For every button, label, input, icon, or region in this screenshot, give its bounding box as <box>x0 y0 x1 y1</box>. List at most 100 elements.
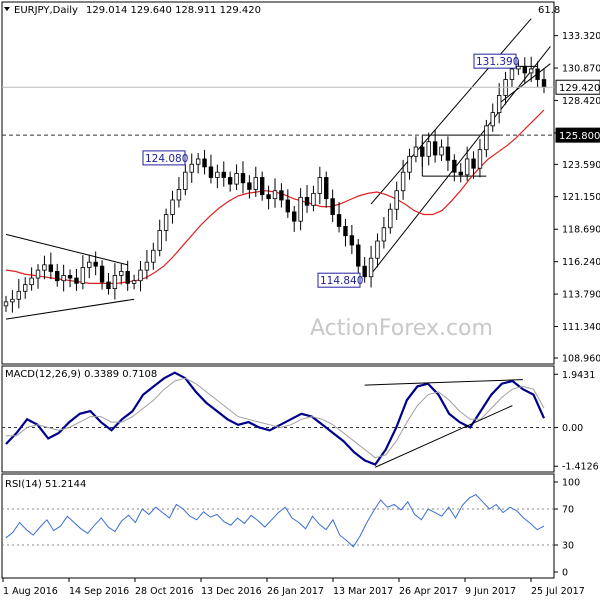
candle-body <box>48 264 54 272</box>
time-tick-label: 28 Oct 2016 <box>135 586 194 597</box>
candle-body <box>528 68 534 74</box>
rsi-tick-label: 30 <box>562 541 574 552</box>
price-tick-label: 133.320 <box>562 31 600 42</box>
triangle-upper <box>5 233 128 266</box>
current-price-box <box>555 79 600 95</box>
candle-body <box>157 230 162 251</box>
annotations: 129.420 125.800 131.390 124.080 114.840 <box>2 53 600 288</box>
time-tick-label: 14 Sep 2016 <box>69 586 129 597</box>
candle-body <box>413 146 419 157</box>
level-box-text: 125.800 <box>559 131 600 142</box>
price-annotation: 131.390 <box>476 56 519 68</box>
candle-body <box>74 277 79 284</box>
candle-body <box>61 275 66 282</box>
price-annotation-box <box>142 150 186 166</box>
candle-body <box>163 214 169 231</box>
candle-body <box>29 277 34 286</box>
rsi-tick-label: 100 <box>562 478 580 489</box>
time-tick-label: 25 Jul 2017 <box>531 586 585 597</box>
pane-frame <box>1 1 555 365</box>
pane-frame <box>1 365 555 473</box>
candle-body <box>208 166 214 178</box>
candle-body <box>407 155 412 173</box>
candle-body <box>349 235 355 246</box>
price-annotation-box <box>473 53 517 69</box>
candle-body <box>317 177 323 194</box>
price-pane: EURJPY,Daily 129.014 129.640 128.911 129… <box>2 5 600 365</box>
candle-body <box>67 275 73 279</box>
candle-body <box>215 171 220 178</box>
candle-body <box>336 214 342 227</box>
candle-body <box>458 171 463 176</box>
rsi-title: RSI(14) 51.2144 <box>5 479 86 490</box>
candle-body <box>119 271 124 276</box>
macd-axis: 1.9431 0.00 -1.4126 <box>554 370 599 473</box>
price-tick-label: 113.790 <box>562 290 600 301</box>
macd-trendline-lower <box>375 405 513 468</box>
candle-body <box>266 194 271 200</box>
candle-body <box>144 261 150 271</box>
candle-body <box>324 177 329 200</box>
candle-body <box>183 171 188 190</box>
panes <box>1 1 555 579</box>
price-annotation: 114.840 <box>320 275 363 287</box>
candle-body <box>151 249 156 263</box>
rsi-pane: RSI(14) 51.2144 100 70 30 0 <box>2 478 580 579</box>
candle-body <box>484 125 489 151</box>
price-tick-label: 121.150 <box>562 192 600 203</box>
macd-title: MACD(12,26,9) 0.3389 0.7108 <box>5 369 157 380</box>
candle-body <box>176 188 182 201</box>
rsi-axis: 100 70 30 0 <box>554 478 580 579</box>
candle-body <box>279 190 284 201</box>
collapse-icon[interactable] <box>4 7 10 11</box>
rsi-line <box>5 493 545 548</box>
time-tick-label: 13 Mar 2017 <box>333 586 393 597</box>
candle-body <box>247 182 252 190</box>
candle-body <box>87 261 92 268</box>
candle-body <box>42 264 47 271</box>
candle-body <box>304 196 310 206</box>
corner-value: 61.8 <box>538 5 560 16</box>
candle-body <box>490 112 495 127</box>
chart-title: EURJPY,Daily <box>14 5 78 16</box>
candle-body <box>516 65 521 70</box>
candle-body <box>93 261 98 267</box>
candle-body <box>131 280 137 284</box>
level-box <box>555 127 600 143</box>
rsi-tick-label: 0 <box>562 568 568 579</box>
rsi-tick-label: 70 <box>562 505 574 516</box>
candle-body <box>292 211 297 222</box>
signal-line <box>6 377 545 459</box>
candle-body <box>35 269 41 279</box>
channel-upper <box>370 18 532 205</box>
candle-body <box>253 177 258 190</box>
price-annotation: 124.080 <box>145 153 188 165</box>
macd-tick-label: 1.9431 <box>562 370 595 381</box>
candle-body <box>368 257 374 278</box>
candle-body <box>125 271 130 284</box>
macd-trendline-upper <box>364 379 523 386</box>
candle-body <box>477 149 483 169</box>
watermark: ActionForex.com <box>310 316 493 341</box>
candle-body <box>420 146 425 157</box>
macd-pane: MACD(12,26,9) 0.3389 0.7108 1.9431 0.00 -1… <box>2 369 599 473</box>
candle-body <box>426 141 431 157</box>
candle-body <box>272 190 278 200</box>
candle-body <box>23 284 28 292</box>
time-tick-label: 9 Jun 2017 <box>465 586 516 597</box>
price-annotation-box <box>317 272 361 288</box>
candle-body <box>221 171 226 178</box>
candle-body <box>311 192 316 206</box>
candle-body <box>285 199 291 213</box>
price-tick-label: 123.590 <box>562 160 600 171</box>
candle-body <box>388 208 393 229</box>
candle-body <box>138 269 143 282</box>
candle-body <box>362 265 367 278</box>
candle-body <box>439 146 444 156</box>
time-tick-label: 26 Apr 2017 <box>399 586 458 597</box>
candle-body <box>432 141 438 156</box>
candle-body <box>3 301 9 307</box>
triangle-lower <box>5 298 135 320</box>
current-price-box-text: 129.420 <box>559 83 600 94</box>
candle-body <box>330 198 335 215</box>
